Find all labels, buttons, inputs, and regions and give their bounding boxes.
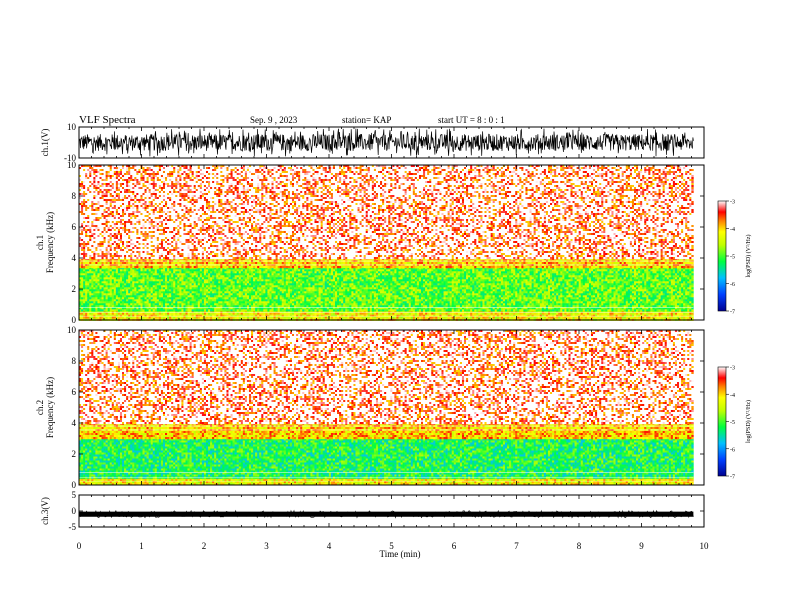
spectrogram-band: [79, 165, 694, 259]
y-tick-label: 0: [72, 480, 77, 490]
colorbar-tick-label: -6: [730, 282, 735, 288]
colorbar-ch2: -3 -4 -5 -6 -7 log(PSD) (V²/Hz): [718, 366, 752, 481]
time-axis-label: Time (min): [380, 549, 421, 559]
figure: VLF Spectra Sep. 9 , 2023 station= KAP s…: [0, 0, 792, 612]
colorbar-label: log(PSD) (V²/Hz): [745, 400, 752, 443]
start-time-label: start UT = 8 : 0 : 1: [438, 115, 505, 125]
colorbar-tick-label: -5: [730, 255, 735, 261]
y-tick-label: 4: [72, 418, 77, 428]
y-axis-label: ch.1: [35, 235, 45, 250]
colorbar-tick-label: -5: [730, 420, 735, 426]
colorbar-ch1: -3 -4 -5 -6 -7 log(PSD) (V²/Hz): [718, 200, 752, 316]
spectrogram-band: [79, 330, 694, 424]
x-tick-label: 6: [452, 541, 457, 551]
colorbar-tick-label: -4: [730, 393, 735, 399]
y-axis-label: Frequency (kHz): [45, 212, 55, 273]
ch1-waveform-line: [79, 129, 693, 157]
colorbar-scale: [718, 367, 726, 476]
y-tick-label: 6: [72, 387, 77, 397]
spectrogram-band: [79, 423, 694, 439]
x-tick-label: 9: [639, 541, 644, 551]
x-tick-label: 2: [202, 541, 207, 551]
x-tick-label: 3: [264, 541, 269, 551]
colorbar-tick-label: -4: [730, 227, 735, 233]
spectrogram-ch1-panel: 0 2 4 6 8 10 ch.1 Frequency (kHz): [35, 160, 704, 325]
colorbar-tick-label: -7: [730, 310, 735, 316]
y-tick-label: 10: [67, 160, 77, 170]
y-tick-label: 6: [72, 222, 77, 232]
y-tick-label: 5: [72, 490, 77, 500]
plot-frame: [79, 495, 704, 527]
chart-title: VLF Spectra: [79, 114, 136, 126]
colorbar-tick-label: -6: [730, 447, 735, 453]
colorbar-tick-label: -3: [730, 366, 735, 372]
waveform-ch3-panel: 5 0 -5 ch.3(V): [40, 490, 704, 532]
x-tick-label: 0: [77, 541, 82, 551]
date-label: Sep. 9 , 2023: [250, 115, 298, 125]
spectrogram-band: [79, 267, 694, 311]
x-tick-label: 7: [514, 541, 519, 551]
y-tick-label: 4: [72, 253, 77, 263]
colorbar-label: log(PSD) (V²/Hz): [745, 235, 752, 278]
x-tick-label: 1: [139, 541, 144, 551]
y-tick-label: 2: [72, 284, 77, 294]
y-tick-label: 10: [67, 325, 77, 335]
y-axis-label: ch.3(V): [40, 497, 50, 525]
y-tick-label: 0: [72, 315, 77, 325]
y-tick-label: 8: [72, 191, 77, 201]
y-tick-label: 10: [67, 122, 77, 132]
y-axis-label: Frequency (kHz): [45, 377, 55, 438]
colorbar-tick-label: -3: [730, 200, 735, 206]
x-tick-label: 4: [327, 541, 332, 551]
station-label: station= KAP: [342, 115, 391, 125]
x-tick-label: 10: [700, 541, 710, 551]
colorbar-scale: [718, 201, 726, 311]
spectrogram-band: [79, 258, 694, 268]
y-axis-label: ch.1(V): [40, 129, 50, 157]
x-tick-label: 8: [577, 541, 582, 551]
y-tick-label: 0: [72, 506, 77, 516]
y-tick-label: -5: [69, 522, 77, 532]
spectrogram-ch2-panel: 0 2 4 6 8 10 ch.2 Frequency (kHz): [35, 325, 704, 490]
y-axis-label: ch.2: [35, 400, 45, 415]
y-tick-label: 8: [72, 356, 77, 366]
colorbar-tick-label: -7: [730, 475, 735, 481]
y-tick-label: 2: [72, 449, 77, 459]
